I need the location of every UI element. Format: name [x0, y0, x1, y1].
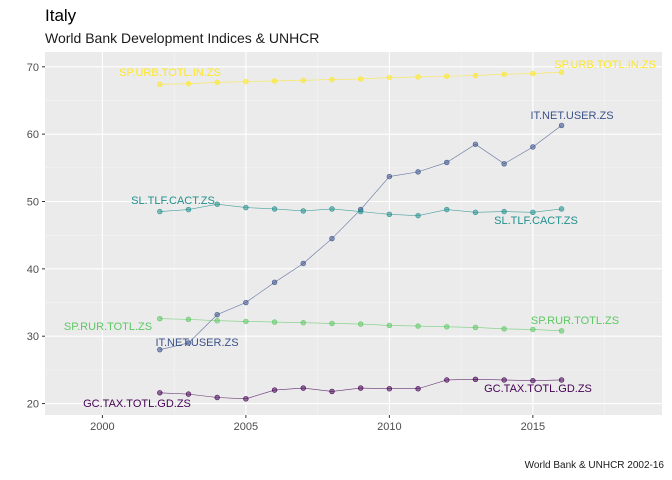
data-point	[329, 206, 335, 212]
data-point	[157, 81, 163, 88]
data-point	[243, 78, 249, 85]
y-tick-label: 60	[27, 129, 39, 141]
y-tick-label: 20	[27, 399, 39, 411]
series-label: SL.TLF.CACT.ZS	[494, 215, 578, 227]
data-point	[300, 77, 306, 83]
data-point	[271, 319, 278, 325]
data-point	[558, 69, 565, 75]
series-label: SP.RUR.TOTL.ZS	[64, 321, 152, 333]
data-point	[415, 169, 421, 175]
data-point	[214, 311, 220, 318]
data-point	[415, 74, 421, 80]
data-point	[157, 346, 163, 353]
data-point	[530, 326, 536, 333]
data-point	[329, 388, 335, 395]
y-tick-label: 40	[27, 264, 39, 276]
series-label: SP.URB.TOTL.IN.ZS	[554, 59, 656, 71]
data-point	[501, 377, 507, 383]
x-tick-label: 2000	[90, 421, 114, 433]
data-point	[300, 385, 306, 391]
x-tick-label: 2015	[521, 421, 545, 433]
series-label: SP.RUR.TOTL.ZS	[531, 315, 619, 327]
data-point	[271, 206, 278, 212]
data-point	[357, 208, 364, 215]
data-point	[472, 376, 479, 383]
data-point	[530, 209, 536, 215]
y-tick-label: 30	[27, 331, 39, 343]
data-point	[329, 76, 335, 83]
data-point	[357, 321, 364, 327]
data-point	[214, 394, 220, 401]
data-point	[243, 299, 249, 306]
data-point	[472, 141, 479, 147]
data-point	[185, 340, 192, 346]
data-point	[472, 324, 479, 331]
data-point	[386, 386, 393, 392]
series-label: SL.TLF.CACT.ZS	[131, 195, 215, 207]
data-point	[444, 206, 450, 213]
data-point	[501, 161, 507, 167]
series-label: SP.URB.TOTL.IN.ZS	[119, 67, 221, 79]
chart-caption: World Bank & UNHCR 2002-16	[524, 460, 664, 471]
data-point	[386, 211, 393, 218]
data-point	[501, 71, 507, 77]
data-point	[300, 260, 306, 267]
chart-title: Italy	[45, 6, 77, 25]
data-point	[444, 159, 450, 166]
data-point	[157, 315, 163, 322]
data-point	[157, 390, 163, 396]
data-point	[558, 328, 565, 334]
data-point	[185, 80, 192, 87]
data-point	[214, 201, 220, 207]
data-point	[329, 320, 335, 327]
chart-subtitle: World Bank Development Indices & UNHCR	[45, 30, 320, 46]
data-point	[243, 396, 249, 402]
data-point	[386, 74, 393, 81]
data-point	[243, 318, 249, 325]
x-tick-label: 2005	[234, 421, 258, 433]
data-point	[357, 385, 364, 391]
data-point	[558, 377, 565, 383]
data-point	[501, 326, 507, 332]
data-point	[185, 391, 192, 397]
y-tick-label: 70	[27, 62, 39, 74]
data-point	[472, 72, 479, 79]
data-point	[415, 386, 421, 392]
data-point	[214, 318, 220, 324]
data-point	[185, 316, 192, 323]
plot-panel	[45, 52, 662, 415]
data-point	[530, 377, 536, 384]
data-point	[271, 387, 278, 393]
data-point	[243, 204, 249, 211]
data-point	[386, 173, 393, 180]
data-point	[300, 208, 306, 214]
data-point	[300, 320, 306, 326]
data-point	[501, 208, 507, 215]
data-point	[271, 279, 278, 286]
data-point	[444, 377, 450, 383]
data-point	[472, 209, 479, 215]
data-point	[415, 212, 421, 219]
series-label: GC.TAX.TOTL.GD.ZS	[83, 398, 191, 410]
data-point	[444, 73, 450, 79]
data-point	[558, 122, 565, 129]
data-point	[558, 206, 565, 212]
data-point	[530, 144, 536, 150]
series-label: IT.NET.USER.ZS	[530, 110, 613, 122]
data-point	[530, 70, 536, 77]
data-point	[271, 78, 278, 84]
data-point	[185, 206, 192, 213]
series-label: IT.NET.USER.ZS	[155, 337, 238, 349]
data-point	[444, 324, 450, 330]
data-point	[357, 76, 364, 82]
data-point	[157, 208, 163, 215]
data-point	[415, 323, 421, 329]
y-tick-label: 50	[27, 197, 39, 209]
data-point	[386, 322, 393, 329]
series-label: GC.TAX.TOTL.GD.ZS	[484, 383, 592, 395]
data-point	[329, 235, 335, 242]
data-point	[214, 79, 220, 86]
x-tick-label: 2010	[377, 421, 401, 433]
